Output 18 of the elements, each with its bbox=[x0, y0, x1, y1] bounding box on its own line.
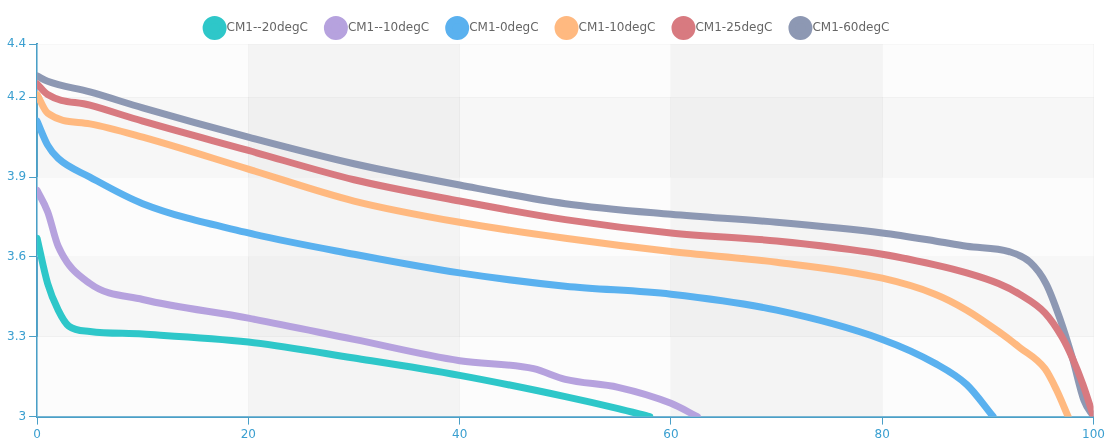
legend-label: CM1-10degC bbox=[578, 20, 656, 35]
x-tick-label: 80 bbox=[874, 426, 890, 441]
y-tick-label: 3.3 bbox=[6, 328, 27, 343]
x-tick-label: 40 bbox=[452, 426, 468, 441]
legend-label: CM1-60degC bbox=[812, 20, 890, 35]
y-tick-label: 3.9 bbox=[6, 169, 27, 184]
y-tick-label: 4.4 bbox=[6, 36, 27, 51]
y-tick-label: 3 bbox=[18, 408, 27, 423]
y-tick-label: 4.2 bbox=[6, 89, 27, 104]
legend-label: CM1-25degC bbox=[695, 20, 773, 35]
x-tick-label: 60 bbox=[663, 426, 679, 441]
y-tick-label: 3.6 bbox=[6, 249, 27, 264]
legend-label: CM1-0degC bbox=[469, 20, 539, 35]
x-tick-label: 0 bbox=[33, 426, 41, 441]
legend-label: CM1--20degC bbox=[226, 20, 308, 35]
legend-label: CM1--10degC bbox=[347, 20, 430, 35]
x-tick-label: 100 bbox=[1082, 426, 1105, 441]
x-tick-label: 20 bbox=[240, 426, 257, 441]
